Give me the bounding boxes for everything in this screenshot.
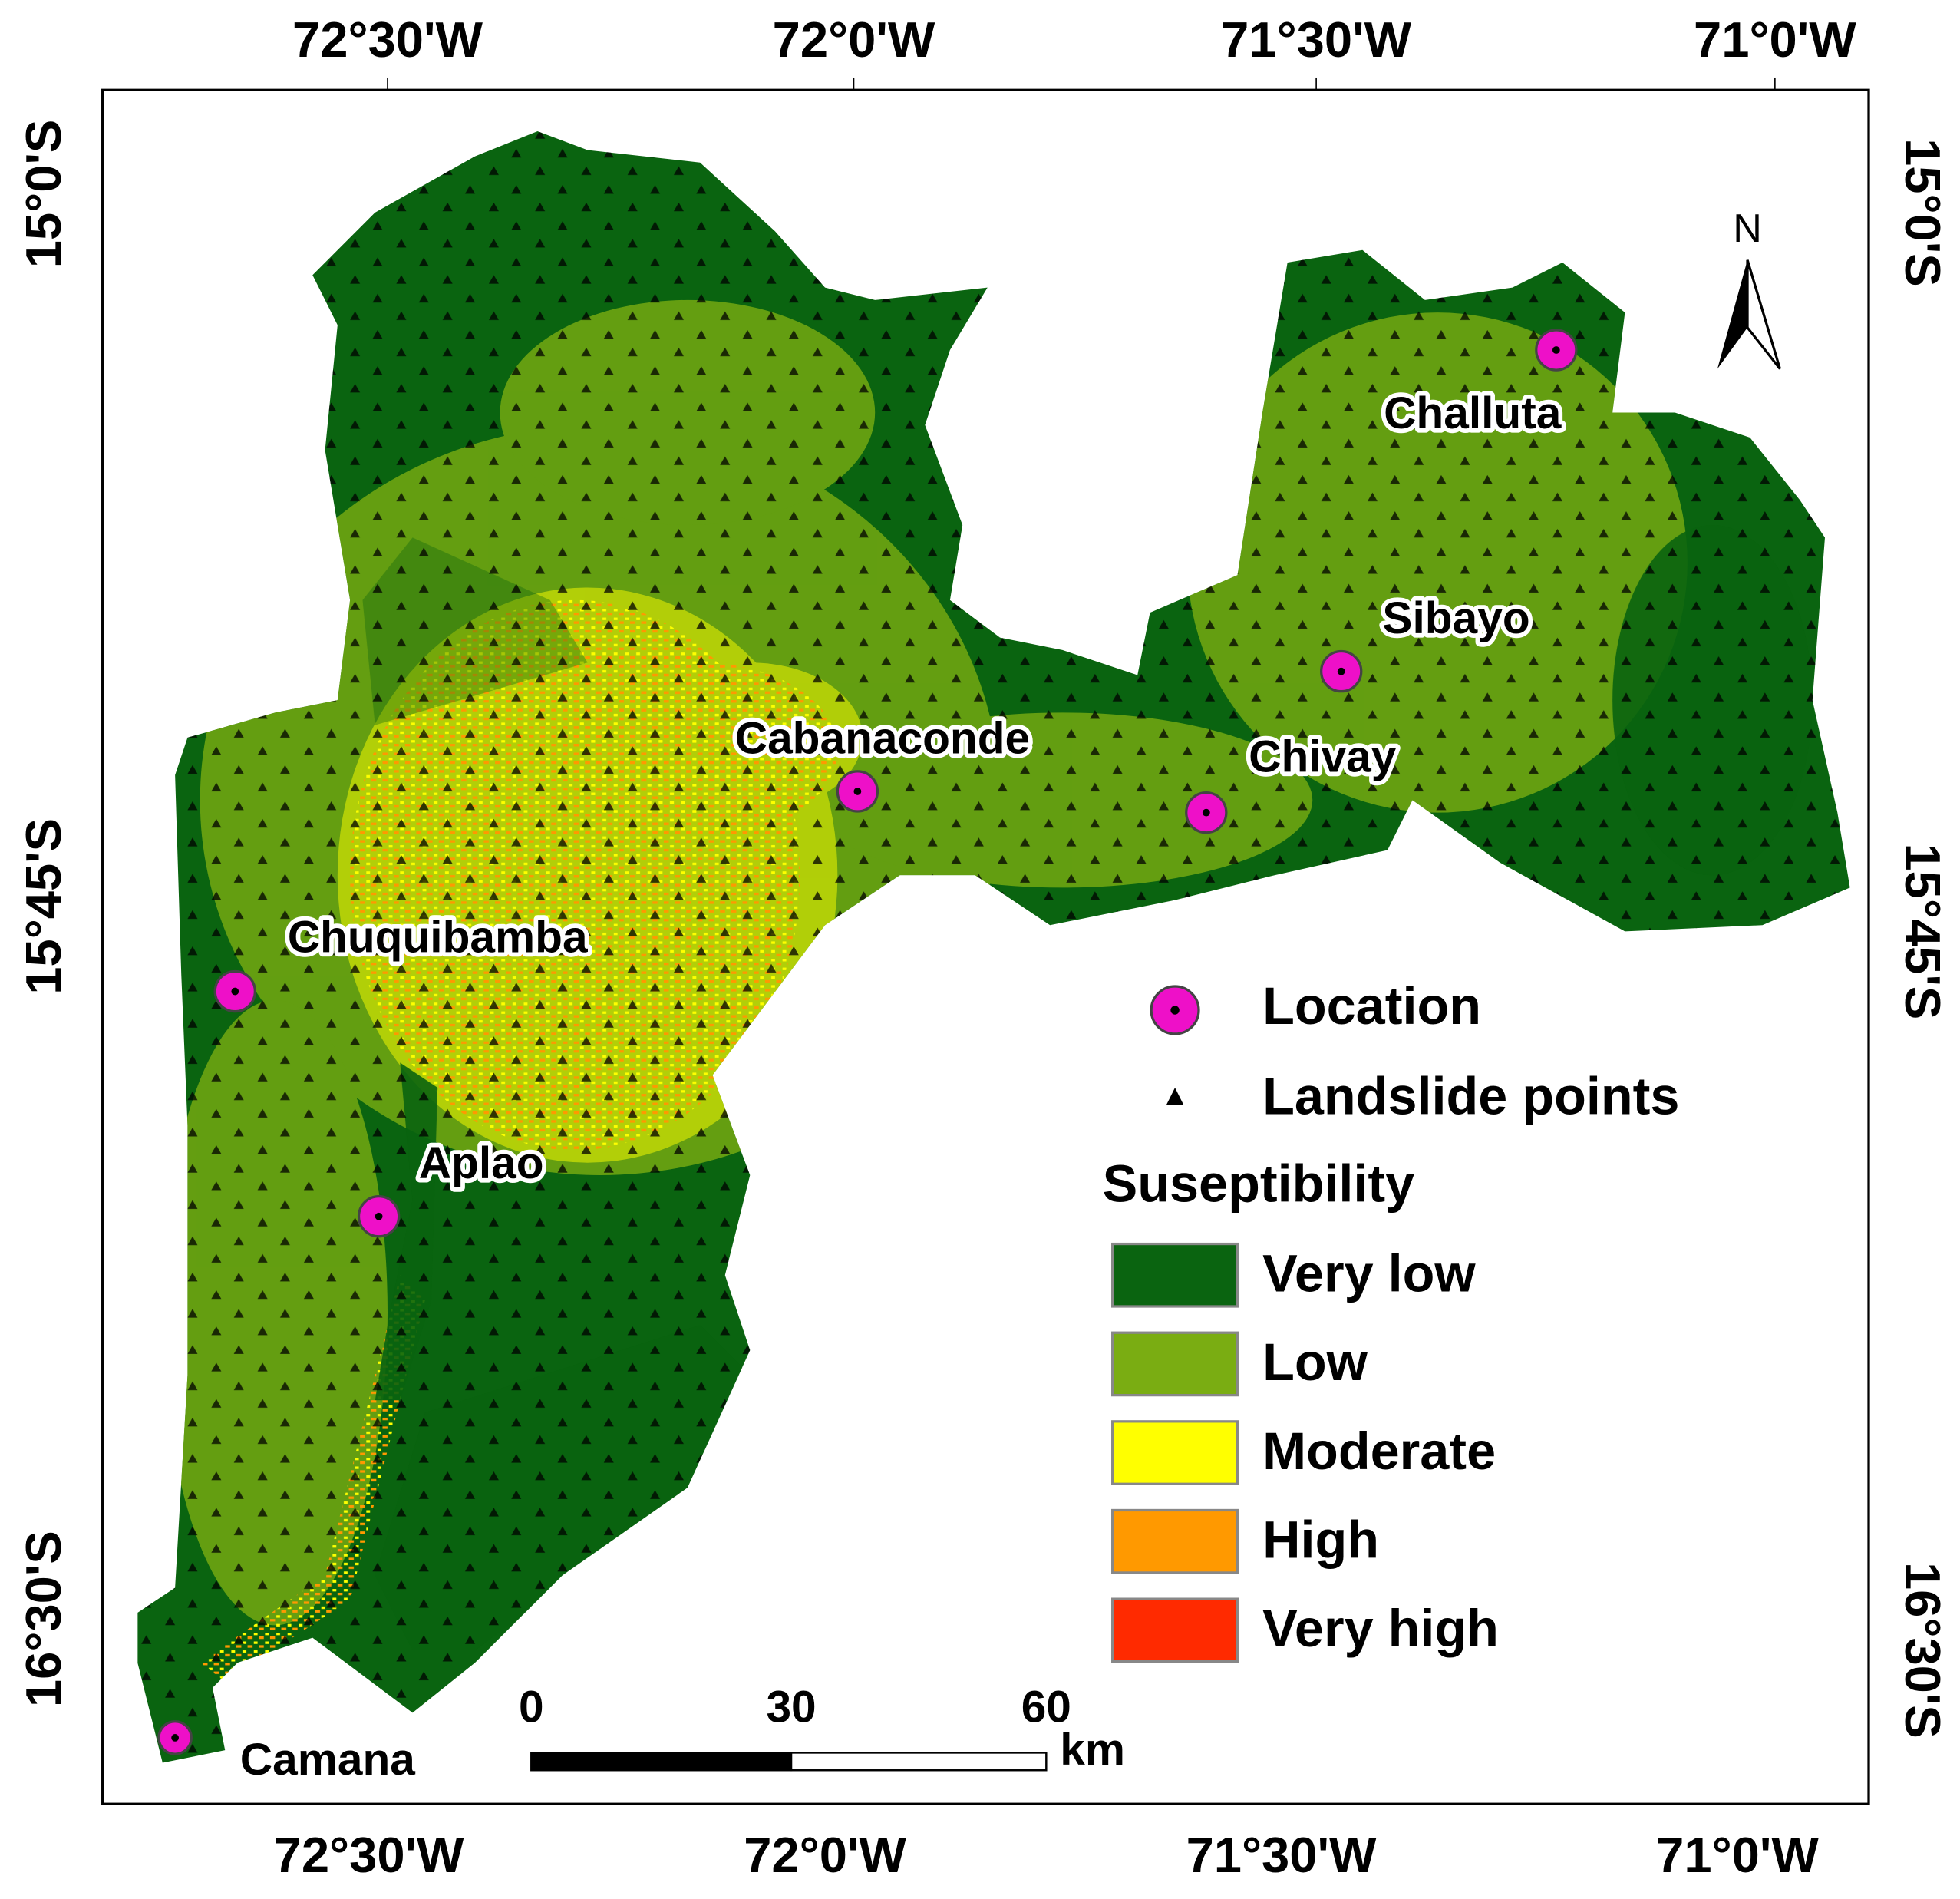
scale-label: 30	[766, 1683, 816, 1732]
location-marker	[157, 329, 1578, 1755]
tick-label: 71°30'W	[1186, 1827, 1377, 1883]
legend: Location Landslide points Suseptibility …	[1103, 977, 1679, 1663]
tick-label: 71°0'W	[1694, 12, 1856, 68]
legend-swatch	[1111, 1597, 1239, 1663]
scale-bar: 0 30 60 km	[519, 1683, 1125, 1775]
place-label: Chivay	[1249, 732, 1397, 782]
bottom-ticks: 72°30'W 72°0'W 71°30'W 71°0'W	[274, 1827, 1820, 1883]
tick-label: 71°0'W	[1656, 1827, 1819, 1883]
places: Challuta Sibayo Chivay Cabanaconde Chuqu…	[157, 329, 1578, 1789]
top-ticks: 72°30'W 72°0'W 71°30'W 71°0'W	[292, 12, 1856, 91]
legend-swatch	[1111, 1242, 1239, 1308]
scale-label: 0	[519, 1683, 544, 1732]
legend-label: High	[1262, 1511, 1379, 1570]
place-label: Camana	[240, 1735, 415, 1785]
tick-label: 72°0'W	[773, 12, 935, 68]
tick-label: 15°0'S	[1895, 138, 1951, 287]
place-label: Chuquibamba	[288, 912, 588, 962]
legend-label: Low	[1262, 1333, 1368, 1392]
tick-label: 15°0'S	[15, 120, 71, 269]
tick-label: 16°30'S	[15, 1531, 71, 1707]
legend-label: Very high	[1262, 1600, 1499, 1658]
legend-label: Landslide points	[1262, 1067, 1679, 1125]
scale-label: 60	[1021, 1683, 1071, 1732]
place-label: Challuta	[1384, 388, 1562, 438]
scale-unit: km	[1060, 1725, 1125, 1775]
tick-label: 15°45'S	[1895, 843, 1951, 1019]
legend-swatch	[1111, 1420, 1239, 1485]
legend-label: Moderate	[1262, 1422, 1496, 1481]
right-ticks: 15°0'S 15°45'S 16°30'S	[1895, 138, 1951, 1739]
tick-label: 72°30'W	[274, 1827, 464, 1883]
tick-label: 72°0'W	[744, 1827, 906, 1883]
tick-label: 71°30'W	[1221, 12, 1411, 68]
tick-label: 15°45'S	[15, 818, 71, 995]
north-label: N	[1733, 206, 1762, 251]
legend-label: Location	[1262, 977, 1481, 1035]
legend-label: Very low	[1262, 1245, 1476, 1303]
place-label: Cabanaconde	[735, 713, 1030, 763]
legend-swatch	[1111, 1331, 1239, 1397]
legend-swatch	[1111, 1508, 1239, 1574]
left-ticks: 15°0'S 15°45'S 16°30'S	[15, 120, 71, 1707]
legend-title: Suseptibility	[1103, 1154, 1415, 1213]
tick-label: 72°30'W	[292, 12, 483, 68]
tick-label: 16°30'S	[1895, 1562, 1951, 1739]
place-label: Sibayo	[1382, 593, 1529, 643]
place-label: Aplao	[419, 1138, 544, 1188]
